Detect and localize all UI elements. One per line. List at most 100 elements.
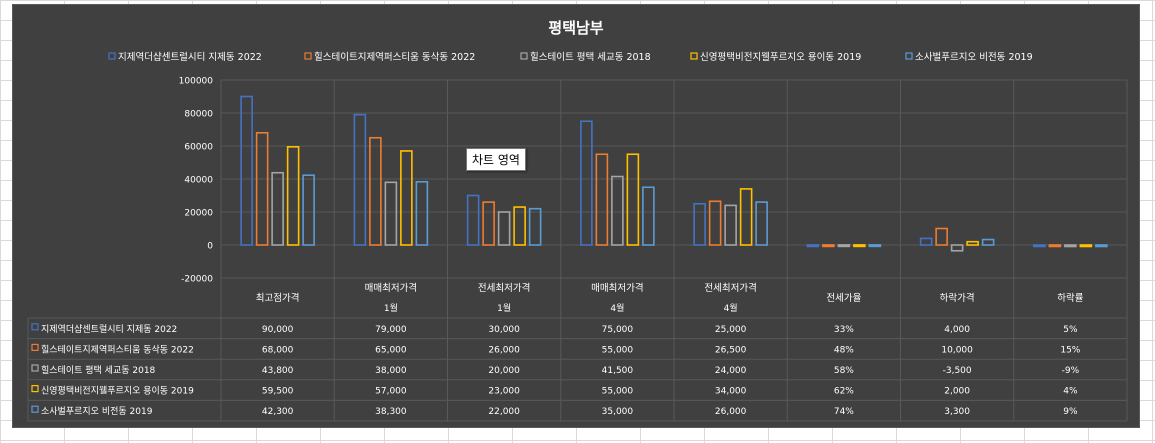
table-cell-value: 15% [1060,345,1080,355]
table-cell-value: 55,000 [602,345,634,355]
y-tick-label: 0 [207,242,213,252]
table-cell-value: 55,000 [602,387,634,397]
bar [415,181,429,246]
table-cell-value: 26,500 [715,345,747,355]
x-category-label: 최고점가격 [256,292,300,304]
table-cell-value: 74% [834,407,854,417]
bar [400,150,413,246]
legend-entry: 소사벌푸르지오 비전동 2019 [915,52,1033,63]
x-category-sublabel: 1월 [384,302,398,314]
bar [497,211,511,246]
bar [1095,244,1108,248]
table-cell-value: 4,000 [944,325,970,335]
legend-swatch [520,52,528,60]
bar [837,244,851,248]
bar [384,181,398,246]
table-cell-value: -3,500 [943,366,972,376]
bar [240,95,253,246]
bar [868,244,882,248]
y-tick-label: 60000 [184,143,213,153]
x-category-label: 전세가율 [826,293,861,304]
bar [981,238,995,246]
table-cell-value: 68,000 [262,345,294,355]
table-legend-key [31,343,39,351]
table-cell-value: 5% [1063,325,1078,335]
table-legend-key [31,385,39,393]
x-category-label: 전세최저가격 [704,282,756,294]
x-category-sublabel: 4월 [724,302,738,314]
bar [755,201,768,246]
table-cell-value: 75,000 [602,325,634,335]
table-legend-key [31,405,39,413]
bar [1048,244,1062,248]
legend-entry: 힐스테이트 평택 세교동 2018 [530,51,651,63]
table-cell-value: 41,500 [602,366,634,376]
bar [966,240,979,246]
bar [513,206,526,246]
bar [1079,244,1093,248]
legend-entry: 지제역더샵센트럴시티 지제동 2022 [118,52,262,63]
table-cell-value: -9% [1062,366,1080,376]
bar [611,175,624,246]
bar [255,132,269,246]
legend-entry: 힐스테이트지제역퍼스티움 동삭동 2022 [314,51,475,63]
table-cell-value: 58% [834,366,854,376]
y-tick-label: 80000 [184,110,213,120]
x-category-label: 하락가격 [940,292,975,304]
table-legend-key [31,364,39,372]
table-cell-value: 65,000 [375,345,407,355]
table-cell-value: 35,000 [602,407,634,417]
legend-swatch [905,52,913,60]
table-cell-value: 57,000 [375,387,407,397]
table-cell-value: 10,000 [941,345,973,355]
legend-entry: 신영평택비전지웰푸르지오 용이동 2019 [700,52,861,63]
bar [286,146,300,246]
bar [528,207,542,246]
y-tick-label: -20000 [181,275,213,285]
x-category-sublabel: 4월 [610,302,624,314]
table-cell-value: 38,000 [375,366,407,376]
table-cell-value: 3,300 [944,407,970,417]
bar [919,237,933,246]
table-cell-value: 22,000 [488,407,520,417]
bar [853,244,866,248]
bar [693,202,706,246]
legend-swatch [108,52,116,60]
table-cell-value: 48% [834,345,854,355]
table-cell-value: 30,000 [488,325,520,335]
bar [580,120,593,246]
table-cell-value: 25,000 [715,325,747,335]
bar [739,188,753,246]
table-series-name: 힐스테이트지제역퍼스티움 동삭동 2022 [41,343,194,355]
bar [466,194,480,246]
table-cell-value: 34,000 [715,387,747,397]
table-cell-value: 42,300 [262,407,294,417]
table-cell-value: 59,500 [262,387,294,397]
bar [1033,244,1046,248]
bar [708,200,722,246]
bar [595,153,609,246]
table-series-name: 힐스테이트 평택 세교동 2018 [41,364,156,376]
table-cell-value: 33% [834,325,854,335]
table-series-name: 소사벌푸르지오 비전동 2019 [41,406,153,417]
y-tick-label: 100000 [179,77,214,87]
bar [302,174,315,246]
x-category-label: 매매최저가격 [365,282,417,294]
table-cell-value: 26,000 [488,345,520,355]
bar [626,153,640,246]
bar [482,201,495,246]
table-cell-value: 9% [1063,407,1078,417]
legend-swatch [690,52,698,60]
chart-area[interactable]: 평택남부 지제역더샵센트럴시티 지제동 2022 힐스테이트지제역퍼스티움 동삭동 … [12,4,1140,428]
bar [935,227,948,246]
table-legend-key [31,323,39,331]
bar [642,186,655,246]
x-category-label: 매매최저가격 [591,282,643,294]
table-cell-value: 2,000 [944,387,970,397]
table-series-name: 지제역더샵센트럴시티 지제동 2022 [41,324,177,335]
table-cell-value: 38,300 [375,407,407,417]
bar [950,244,964,252]
table-cell-value: 62% [834,387,854,397]
y-tick-label: 40000 [184,176,213,186]
